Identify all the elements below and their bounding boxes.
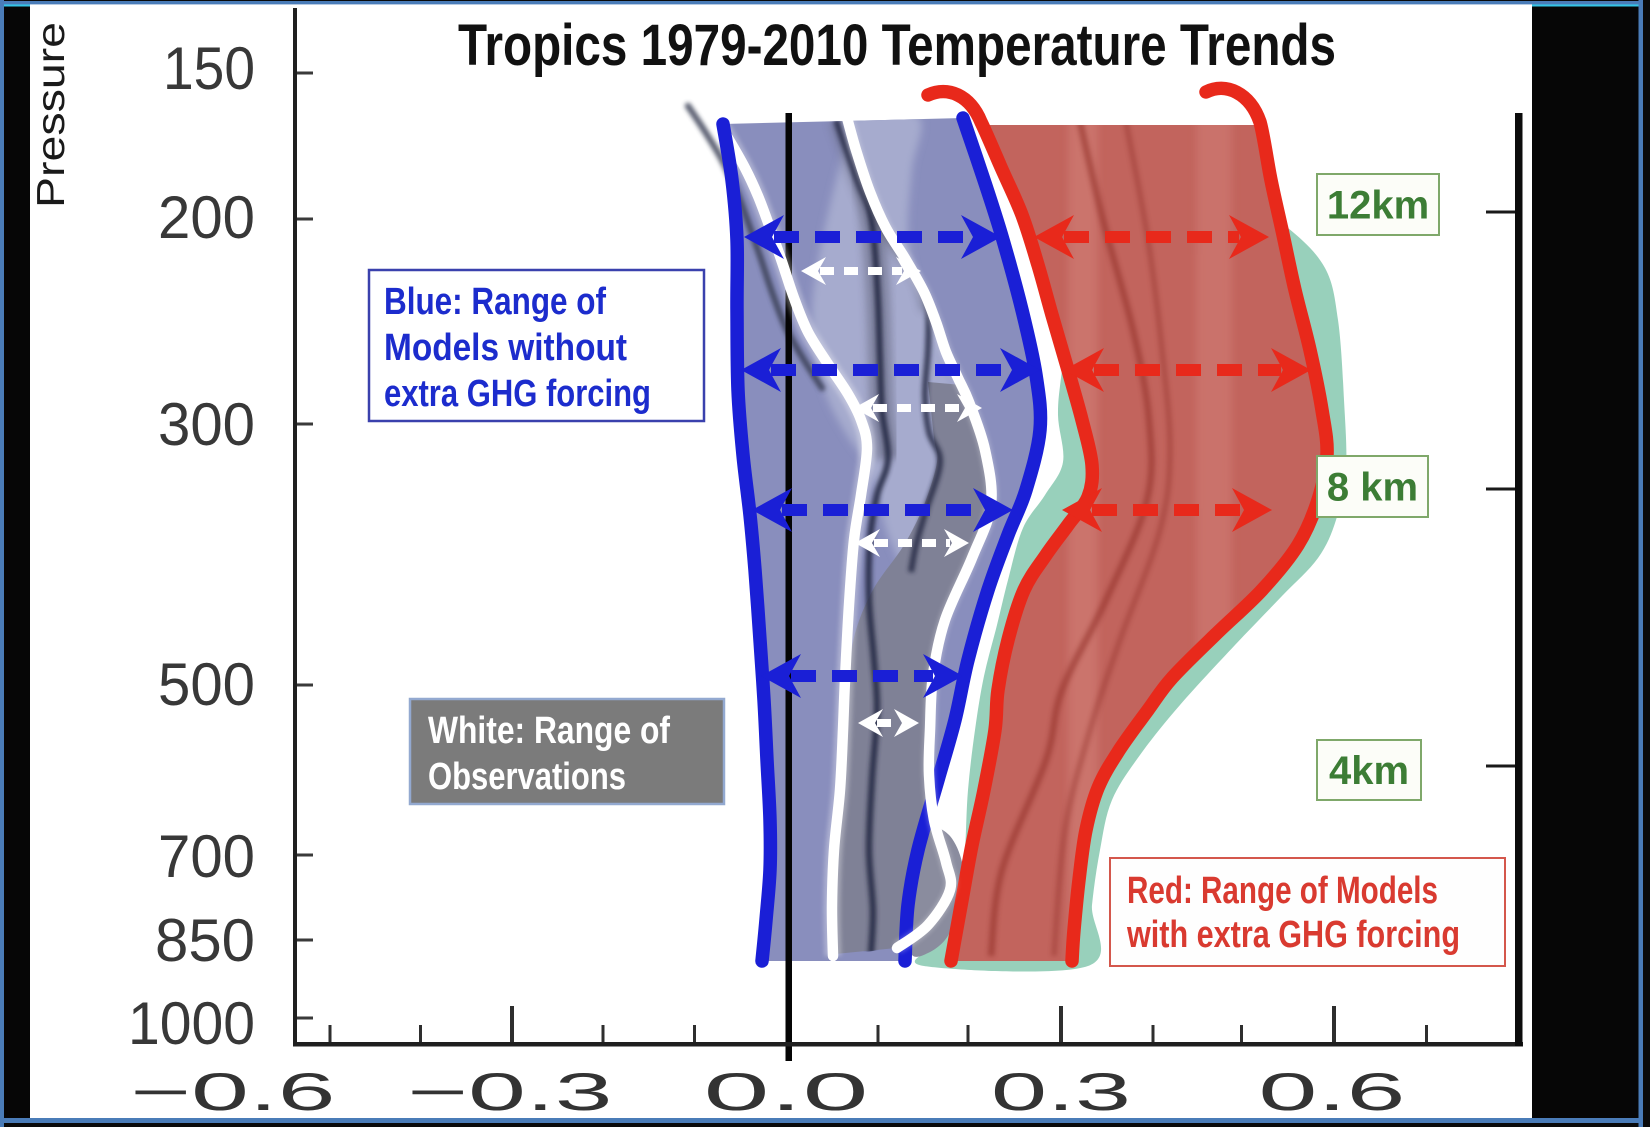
svg-text:extra GHG forcing: extra GHG forcing — [384, 373, 651, 415]
svg-text:1000: 1000 — [128, 990, 255, 1057]
svg-text:850: 850 — [155, 907, 255, 974]
svg-text:with extra GHG forcing: with extra GHG forcing — [1126, 914, 1460, 956]
svg-text:4km: 4km — [1329, 749, 1409, 793]
svg-text:0.3: 0.3 — [991, 1063, 1131, 1122]
svg-text:300: 300 — [158, 391, 255, 458]
svg-text:700: 700 — [158, 823, 255, 890]
svg-text:8 km: 8 km — [1327, 466, 1418, 510]
svg-text:150: 150 — [163, 35, 255, 102]
svg-text:Tropics 1979-2010 Temperature: Tropics 1979-2010 Temperature Trends — [458, 13, 1336, 78]
svg-text:12km: 12km — [1327, 184, 1429, 228]
svg-text:Pressure: Pressure — [30, 22, 73, 208]
svg-text:−0.6: −0.6 — [131, 1063, 336, 1122]
svg-text:Red: Range of Models: Red: Range of Models — [1127, 870, 1438, 912]
svg-text:Blue: Range of: Blue: Range of — [384, 281, 606, 323]
svg-text:0.0: 0.0 — [704, 1063, 869, 1122]
svg-text:Observations: Observations — [428, 756, 626, 798]
svg-text:0.6: 0.6 — [1259, 1063, 1406, 1122]
svg-text:−0.3: −0.3 — [408, 1063, 613, 1122]
svg-text:500: 500 — [158, 651, 255, 718]
svg-text:200: 200 — [158, 184, 255, 251]
svg-text:Models without: Models without — [384, 327, 627, 369]
svg-text:White: Range of: White: Range of — [428, 710, 670, 752]
